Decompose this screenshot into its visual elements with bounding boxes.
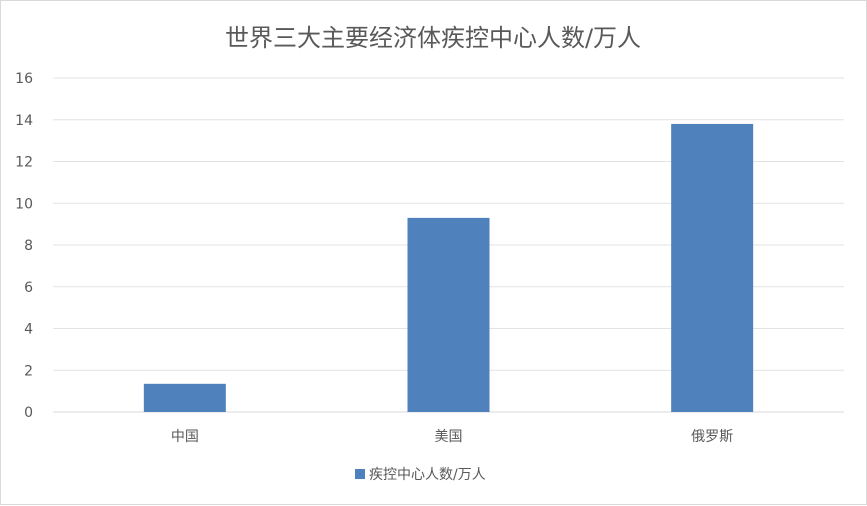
y-tick-label: 8: [24, 238, 33, 254]
legend-label: 疾控中心人数/万人: [369, 467, 486, 483]
bars: [143, 123, 754, 413]
y-tick-label: 10: [15, 196, 33, 212]
y-tick-label: 6: [24, 280, 33, 296]
y-tick-label: 16: [15, 71, 33, 87]
x-tick-label: 中国: [171, 429, 199, 445]
x-tick-label: 美国: [435, 429, 463, 445]
x-axis-labels: 中国 美国 俄罗斯: [171, 429, 733, 445]
y-tick-label: 0: [24, 405, 33, 421]
bar: [671, 123, 754, 413]
y-tick-label: 14: [15, 113, 33, 129]
legend: 疾控中心人数/万人: [355, 467, 486, 483]
legend-swatch: [355, 469, 365, 479]
bar: [143, 383, 226, 412]
y-axis-ticks: 0 2 4 6 8 10 12 14 16: [15, 71, 33, 421]
y-tick-label: 4: [24, 322, 33, 338]
bar: [407, 217, 490, 412]
y-tick-label: 12: [15, 155, 33, 171]
chart-title: 世界三大主要经济体疾控中心人数/万人: [225, 24, 641, 52]
y-tick-label: 2: [24, 363, 33, 379]
x-tick-label: 俄罗斯: [691, 429, 733, 445]
